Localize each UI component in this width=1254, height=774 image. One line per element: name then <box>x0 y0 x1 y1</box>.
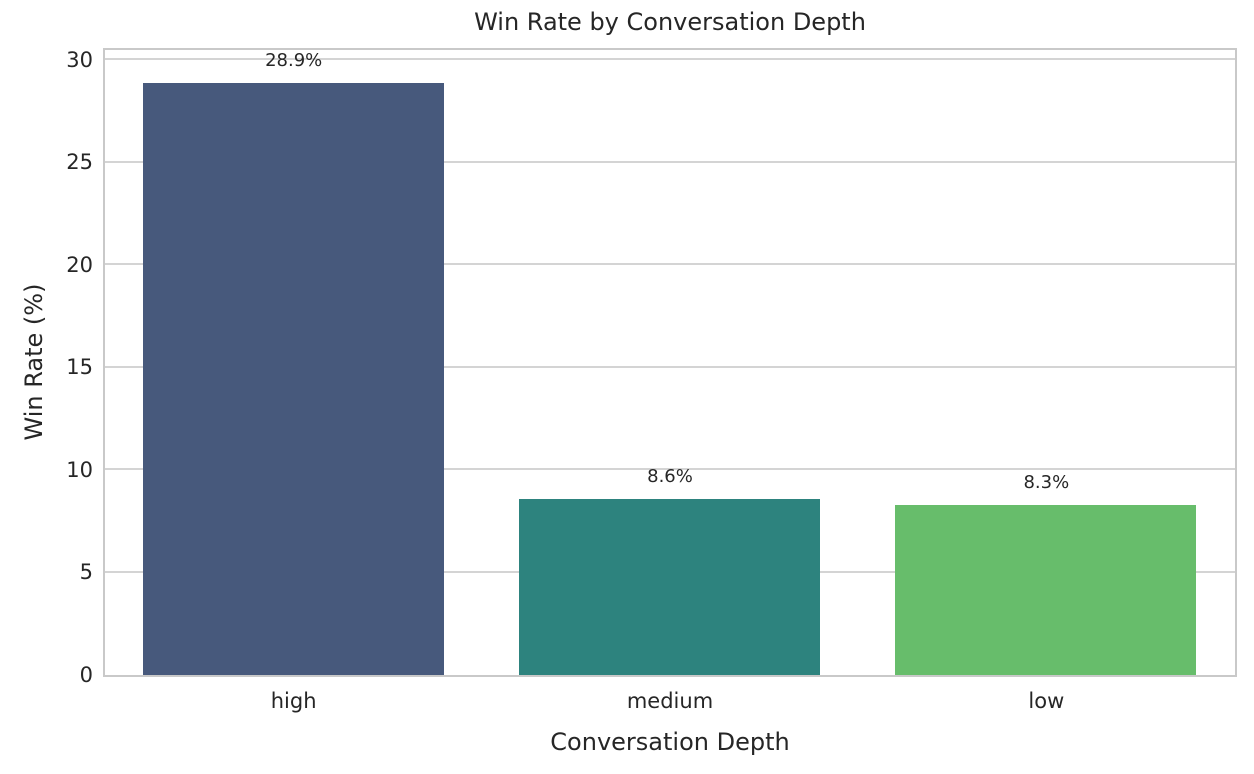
y-tick-label: 5 <box>79 560 93 585</box>
y-tick-label: 0 <box>79 662 93 687</box>
bar-high <box>142 82 444 675</box>
y-tick-label: 15 <box>66 355 93 380</box>
gridline <box>105 468 1235 471</box>
y-tick-label: 10 <box>66 457 93 482</box>
gridline <box>105 365 1235 368</box>
chart-title: Win Rate by Conversation Depth <box>474 8 866 36</box>
x-tick-label-medium: medium <box>626 689 714 713</box>
x-axis-label: Conversation Depth <box>550 728 790 756</box>
plot-area <box>103 48 1237 677</box>
gridline <box>105 263 1235 266</box>
gridline <box>105 160 1235 163</box>
gridline <box>105 58 1235 61</box>
bar-value-label-medium: 8.6% <box>647 466 693 488</box>
bar-medium <box>518 498 821 675</box>
y-tick-label: 25 <box>66 150 93 175</box>
y-tick-label: 20 <box>66 252 93 277</box>
x-tick-label-high: high <box>270 689 317 713</box>
bar-low <box>895 504 1197 675</box>
x-tick-label-low: low <box>1028 689 1065 713</box>
bar-value-label-high: 28.9% <box>265 50 323 72</box>
y-tick-label: 30 <box>66 47 93 72</box>
bar-value-label-low: 8.3% <box>1023 472 1070 494</box>
